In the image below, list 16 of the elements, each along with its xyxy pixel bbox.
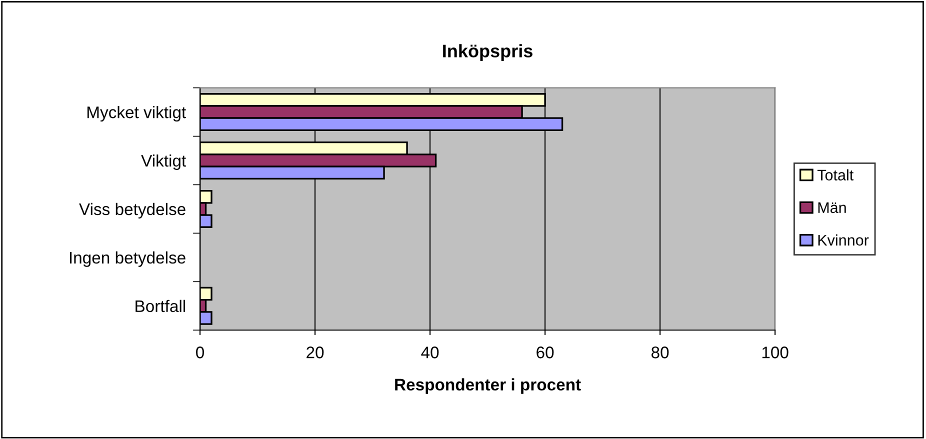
y-tick-label: Viktigt <box>141 154 186 170</box>
legend-label: Män <box>818 202 846 214</box>
chart-title: Inköpspris <box>443 44 532 61</box>
x-tick-label: 60 <box>536 346 554 358</box>
x-tick-label: 100 <box>762 346 788 358</box>
legend-label: Kvinnor <box>818 234 869 246</box>
legend-label: Totalt <box>817 169 854 180</box>
x-tick-label: 80 <box>652 346 669 358</box>
x-axis-title: Respondenter i procent <box>395 378 581 394</box>
x-tick-label: 40 <box>421 346 439 358</box>
y-tick-label: Mycket viktigt <box>87 106 186 122</box>
y-tick-label: Ingen betydelse <box>70 251 186 267</box>
x-tick-label: 0 <box>196 346 204 358</box>
y-tick-label: Bortfall <box>136 300 186 312</box>
y-tick-label: Viss betydelse <box>79 202 186 218</box>
x-tick-label: 20 <box>306 346 324 358</box>
